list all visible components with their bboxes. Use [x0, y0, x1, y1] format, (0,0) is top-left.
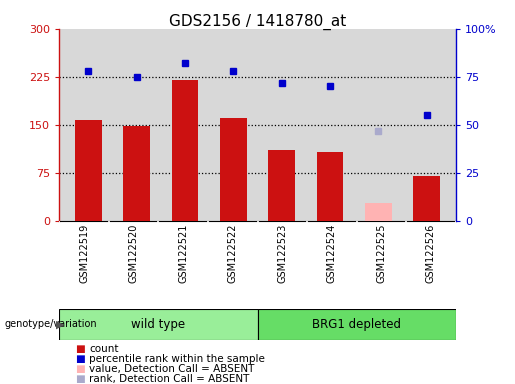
Text: genotype/variation: genotype/variation	[4, 319, 97, 329]
Text: GSM122519: GSM122519	[79, 223, 89, 283]
Text: GSM122522: GSM122522	[228, 223, 238, 283]
Text: ■: ■	[75, 354, 84, 364]
Bar	[59, 309, 258, 340]
Text: GSM122520: GSM122520	[129, 223, 139, 283]
Text: ■: ■	[75, 344, 84, 354]
Text: GSM122524: GSM122524	[327, 223, 337, 283]
Text: GSM122525: GSM122525	[376, 223, 386, 283]
Bar	[123, 126, 150, 221]
Text: wild type: wild type	[131, 318, 185, 331]
Text: GSM122521: GSM122521	[178, 223, 188, 283]
Bar	[220, 118, 247, 221]
Bar	[365, 203, 392, 221]
Bar	[258, 309, 456, 340]
Text: ■: ■	[75, 374, 84, 384]
Text: BRG1 depleted: BRG1 depleted	[312, 318, 401, 331]
Bar	[268, 151, 295, 221]
Text: value, Detection Call = ABSENT: value, Detection Call = ABSENT	[89, 364, 254, 374]
Bar	[317, 152, 344, 221]
Text: GDS2156 / 1418780_at: GDS2156 / 1418780_at	[169, 13, 346, 30]
Text: percentile rank within the sample: percentile rank within the sample	[89, 354, 265, 364]
Text: rank, Detection Call = ABSENT: rank, Detection Call = ABSENT	[89, 374, 249, 384]
Bar	[414, 176, 440, 221]
Text: GSM122523: GSM122523	[277, 223, 287, 283]
Text: ▶: ▶	[56, 319, 64, 329]
Text: ■: ■	[75, 364, 84, 374]
Bar	[75, 120, 101, 221]
Text: count: count	[89, 344, 118, 354]
Text: GSM122526: GSM122526	[426, 223, 436, 283]
Bar	[171, 80, 198, 221]
